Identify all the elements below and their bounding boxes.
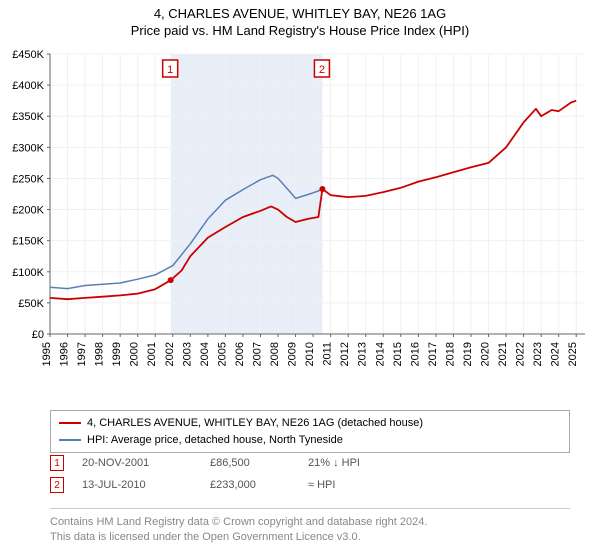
x-tick-label: 2000 [129, 342, 141, 366]
x-tick-label: 2013 [357, 342, 369, 366]
sale-marker-box: 2 [50, 477, 64, 493]
x-tick-label: 2002 [164, 342, 176, 366]
sale-date: 20-NOV-2001 [82, 457, 192, 469]
sales-table: 1 20-NOV-2001 £86,500 21% ↓ HPI 2 13-JUL-2010… [50, 452, 570, 496]
x-tick-label: 2003 [181, 342, 193, 366]
legend-swatch [59, 439, 81, 441]
x-tick-label: 2006 [234, 342, 246, 366]
y-tick-label: £250K [12, 173, 44, 185]
x-tick-label: 2008 [269, 342, 281, 366]
chart-area: £0 £50K £100K £150K £200K £250K £300K £350K £400… [0, 44, 600, 404]
svg-text:1: 1 [167, 64, 173, 76]
sale-row: 2 13-JUL-2010 £233,000 ≈ HPI [50, 474, 570, 496]
x-tick-label: 2011 [322, 342, 334, 366]
sale-range-band [171, 54, 323, 334]
x-tick-label: 2024 [550, 342, 562, 366]
x-tick-label: 2014 [374, 342, 386, 366]
footer-line2: This data is licensed under the Open Gov… [50, 530, 570, 545]
sale-price: £233,000 [210, 479, 290, 491]
y-tick-label: £100K [12, 267, 44, 279]
x-tick-label: 2022 [515, 342, 527, 366]
x-tick-label: 2018 [444, 342, 456, 366]
y-tick-label: £0 [32, 329, 44, 341]
footer-line1: Contains HM Land Registry data © Crown c… [50, 515, 570, 530]
x-tick-label: 1996 [59, 342, 71, 366]
legend-item: 4, CHARLES AVENUE, WHITLEY BAY, NE26 1AG… [59, 415, 561, 432]
y-tick-label: £150K [12, 236, 44, 248]
x-tick-label: 2012 [339, 342, 351, 366]
x-tick-label: 2023 [532, 342, 544, 366]
footer-attribution: Contains HM Land Registry data © Crown c… [50, 508, 570, 545]
x-tick-label: 1995 [41, 342, 53, 366]
y-tick-label: £200K [12, 205, 44, 217]
y-tick-label: £300K [12, 142, 44, 154]
x-tick-label: 1999 [111, 342, 123, 366]
title-line2: Price paid vs. HM Land Registry's House … [0, 23, 600, 40]
x-tick-label: 2019 [462, 342, 474, 366]
title-line1: 4, CHARLES AVENUE, WHITLEY BAY, NE26 1AG [0, 6, 600, 23]
y-tick-label: £50K [18, 298, 44, 310]
legend-label: HPI: Average price, detached house, Nort… [87, 432, 343, 449]
x-tick-label: 2015 [392, 342, 404, 366]
x-tick-label: 2007 [251, 342, 263, 366]
x-tick-label: 2009 [287, 342, 299, 366]
sale-delta: 21% ↓ HPI [308, 457, 398, 469]
sale-price: £86,500 [210, 457, 290, 469]
x-tick-label: 2004 [199, 342, 211, 366]
sale-date: 13-JUL-2010 [82, 479, 192, 491]
x-tick-label: 2010 [304, 342, 316, 366]
x-tick-label: 1997 [76, 342, 88, 366]
x-tick-label: 2001 [146, 342, 158, 366]
legend-box: 4, CHARLES AVENUE, WHITLEY BAY, NE26 1AG… [50, 410, 570, 453]
sale-marker-box: 1 [50, 455, 64, 471]
legend-item: HPI: Average price, detached house, Nort… [59, 432, 561, 449]
x-tick-label: 2021 [497, 342, 509, 366]
y-tick-label: £350K [12, 111, 44, 123]
x-tick-label: 2016 [409, 342, 421, 366]
legend-swatch [59, 422, 81, 424]
svg-text:2: 2 [319, 64, 325, 76]
x-tick-label: 1998 [94, 342, 106, 366]
sale-delta: ≈ HPI [308, 479, 398, 491]
y-tick-label: £450K [12, 49, 44, 61]
y-tick-label: £400K [12, 80, 44, 92]
x-tick-label: 2020 [480, 342, 492, 366]
x-tick-label: 2025 [567, 342, 579, 366]
legend-label: 4, CHARLES AVENUE, WHITLEY BAY, NE26 1AG… [87, 415, 423, 432]
x-tick-label: 2005 [216, 342, 228, 366]
x-tick-label: 2017 [427, 342, 439, 366]
chart-svg: £0 £50K £100K £150K £200K £250K £300K £350K £400… [0, 44, 600, 404]
chart-title-block: 4, CHARLES AVENUE, WHITLEY BAY, NE26 1AG… [0, 0, 600, 40]
sale-row: 1 20-NOV-2001 £86,500 21% ↓ HPI [50, 452, 570, 474]
